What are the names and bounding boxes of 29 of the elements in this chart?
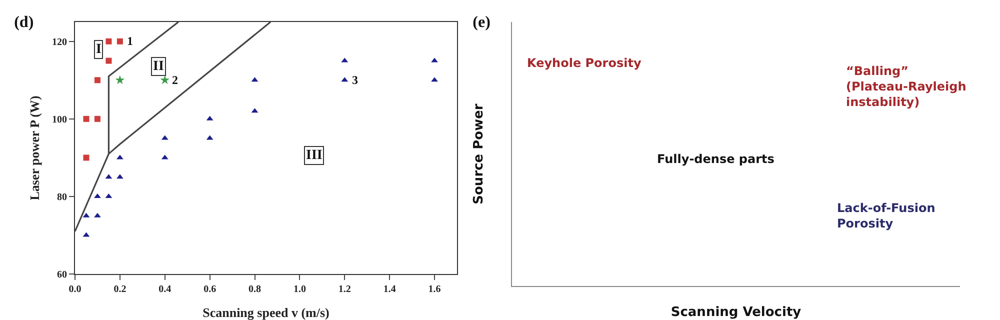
chart-title: (d) (14, 14, 34, 32)
x-tick-label: 0.0 (68, 284, 82, 295)
text: “Balling” (Plateau-Rayleigh instability) (846, 64, 966, 110)
y-tick-label: 100 (52, 114, 67, 126)
annotation: III (306, 148, 322, 163)
x-tick-label: 0.6 (204, 284, 216, 295)
x-axis-title: Scanning speed v (m/s) (202, 305, 330, 320)
text: (e) (472, 14, 490, 32)
annotation: 1 (127, 34, 133, 48)
x-tick-label: 1.6 (428, 284, 441, 295)
text: Fully-dense parts (657, 152, 774, 166)
text: Source Power (472, 103, 486, 204)
annotation: I (96, 42, 102, 57)
annotation: 3 (352, 73, 358, 87)
x-tick-label: 1.2 (338, 284, 351, 295)
annotation: II (153, 59, 164, 74)
y-tick-label: 120 (52, 36, 67, 48)
x-tick-label: 0.4 (158, 284, 172, 295)
x-tick-label: 1.0 (293, 284, 306, 295)
text: Lack-of-Fusion Porosity (837, 201, 936, 231)
y-tick-label: 80 (57, 192, 67, 203)
y-axis-title: Laser power P (W) (27, 96, 42, 200)
x-tick-label: 0.8 (248, 284, 262, 295)
text: Keyhole Porosity (527, 56, 642, 70)
annotation: 2 (172, 73, 178, 87)
x-tick-label: 0.2 (114, 284, 126, 295)
text: Scanning Velocity (670, 305, 802, 320)
x-tick-label: 1.4 (383, 284, 396, 295)
y-tick-label: 60 (57, 270, 67, 280)
